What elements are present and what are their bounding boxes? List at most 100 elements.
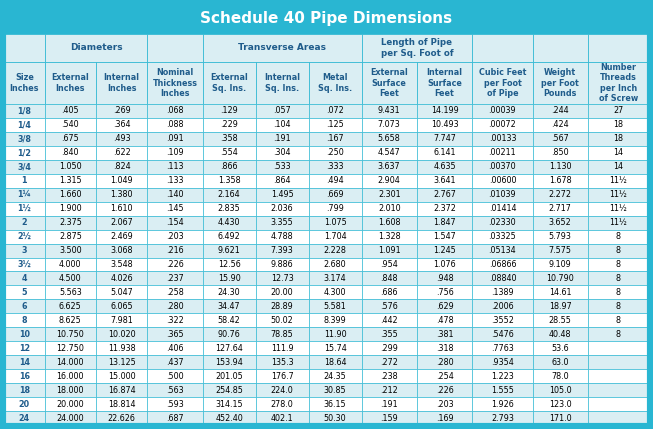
Text: 18.814: 18.814 — [108, 399, 135, 408]
Bar — [588, 104, 649, 118]
Bar — [309, 104, 362, 118]
Bar — [96, 369, 148, 383]
Text: .299: .299 — [380, 344, 398, 353]
Bar — [96, 104, 148, 118]
Text: .540: .540 — [61, 121, 79, 130]
Text: 40.48: 40.48 — [549, 330, 571, 339]
Bar — [148, 132, 202, 146]
Text: 2.793: 2.793 — [491, 414, 514, 423]
Bar — [417, 397, 472, 411]
Text: .687: .687 — [167, 414, 184, 423]
Bar — [309, 118, 362, 132]
Bar — [309, 230, 362, 244]
Bar — [362, 118, 417, 132]
Bar — [148, 299, 202, 313]
Text: 14: 14 — [613, 148, 624, 157]
Text: 90.76: 90.76 — [218, 330, 240, 339]
Text: 28.89: 28.89 — [271, 302, 293, 311]
Bar — [472, 299, 533, 313]
Text: 1.315: 1.315 — [59, 176, 82, 185]
Text: 1¼: 1¼ — [18, 190, 31, 199]
Bar — [417, 355, 472, 369]
Bar — [309, 327, 362, 341]
Text: 6.065: 6.065 — [110, 302, 133, 311]
Text: 4.300: 4.300 — [324, 288, 346, 297]
Bar — [202, 327, 255, 341]
Text: 1/8: 1/8 — [18, 106, 31, 115]
Bar — [309, 383, 362, 397]
Bar — [588, 327, 649, 341]
Text: .237: .237 — [166, 274, 184, 283]
Text: .629: .629 — [436, 302, 453, 311]
Text: 8: 8 — [22, 316, 27, 325]
Text: .191: .191 — [381, 399, 398, 408]
Bar — [148, 257, 202, 272]
Bar — [362, 216, 417, 230]
Text: 3/8: 3/8 — [18, 134, 31, 143]
Bar — [362, 411, 417, 425]
Bar — [588, 146, 649, 160]
Text: 8: 8 — [616, 232, 621, 241]
Bar — [202, 355, 255, 369]
Text: Nominal
Thickness
Inches: Nominal Thickness Inches — [153, 68, 197, 98]
Text: 18: 18 — [613, 121, 624, 130]
Text: Internal
Sq. Ins.: Internal Sq. Ins. — [264, 73, 300, 93]
Bar — [202, 118, 255, 132]
Text: 34.47: 34.47 — [218, 302, 240, 311]
Text: .9354: .9354 — [491, 358, 514, 367]
Text: 7.575: 7.575 — [549, 246, 572, 255]
Text: Metal
Sq. Ins.: Metal Sq. Ins. — [318, 73, 352, 93]
Bar — [255, 411, 309, 425]
Text: .212: .212 — [380, 386, 398, 395]
Bar — [362, 285, 417, 299]
Bar — [533, 230, 588, 244]
Text: External
Inches: External Inches — [52, 73, 89, 93]
Bar — [96, 174, 148, 188]
Bar — [533, 244, 588, 257]
Text: 4.500: 4.500 — [59, 274, 82, 283]
Text: 1.076: 1.076 — [434, 260, 456, 269]
Text: 8: 8 — [616, 330, 621, 339]
Text: 123.0: 123.0 — [549, 399, 571, 408]
Bar — [96, 383, 148, 397]
Bar — [417, 216, 472, 230]
Text: 1.547: 1.547 — [433, 232, 456, 241]
Bar — [96, 216, 148, 230]
Text: .669: .669 — [326, 190, 344, 199]
Text: 63.0: 63.0 — [552, 358, 569, 367]
Text: .442: .442 — [381, 316, 398, 325]
Bar — [472, 216, 533, 230]
Bar — [417, 118, 472, 132]
Text: .140: .140 — [167, 190, 183, 199]
Bar — [588, 411, 649, 425]
Text: 5.563: 5.563 — [59, 288, 82, 297]
Text: 6.141: 6.141 — [434, 148, 456, 157]
Bar — [4, 327, 44, 341]
Bar — [417, 188, 472, 202]
Text: Cubic Feet
per Foot
of Pipe: Cubic Feet per Foot of Pipe — [479, 68, 526, 98]
Text: .500: .500 — [167, 372, 184, 381]
Text: .229: .229 — [220, 121, 238, 130]
Text: .216: .216 — [167, 246, 184, 255]
Text: .554: .554 — [220, 148, 238, 157]
Text: 4.430: 4.430 — [218, 218, 240, 227]
Bar — [148, 146, 202, 160]
Text: 12: 12 — [19, 344, 30, 353]
Text: .318: .318 — [436, 344, 453, 353]
Text: 171.0: 171.0 — [549, 414, 571, 423]
Text: 3: 3 — [22, 246, 27, 255]
Bar — [4, 230, 44, 244]
Text: Transverse Areas: Transverse Areas — [238, 43, 326, 52]
Text: 22.626: 22.626 — [108, 414, 136, 423]
Bar — [96, 272, 148, 285]
Text: 28.55: 28.55 — [549, 316, 571, 325]
Text: 24.35: 24.35 — [324, 372, 347, 381]
Bar — [148, 327, 202, 341]
Bar — [309, 244, 362, 257]
Bar — [96, 160, 148, 174]
Text: 8: 8 — [616, 246, 621, 255]
Bar — [202, 369, 255, 383]
Bar — [4, 34, 44, 62]
Bar — [4, 257, 44, 272]
Text: 2.375: 2.375 — [59, 218, 82, 227]
